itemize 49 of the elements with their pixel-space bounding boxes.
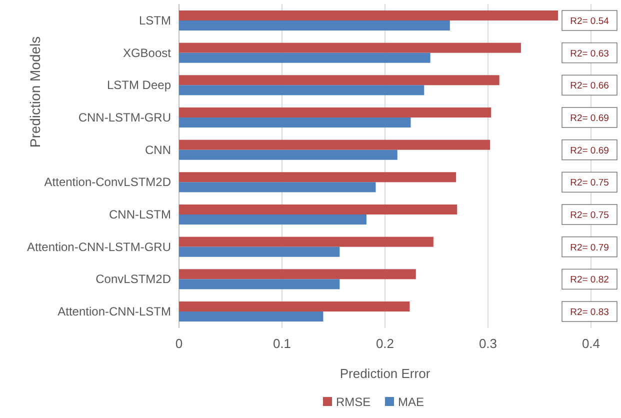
annotation: R2= 0.63 <box>570 48 609 60</box>
y-tick-label: Attention-ConvLSTM2D <box>44 175 172 190</box>
bar <box>179 301 410 312</box>
x-tick-label: 0.4 <box>582 336 600 351</box>
bar <box>179 279 340 290</box>
bar <box>179 150 398 160</box>
bar <box>179 52 430 63</box>
y-axis-title: Prediction Models <box>27 36 43 148</box>
bar <box>179 246 340 257</box>
legend-label: RMSE <box>336 395 371 409</box>
bar <box>179 182 376 192</box>
y-tick-label: CNN <box>145 142 171 157</box>
y-tick-label: ConvLSTM2D <box>96 272 172 286</box>
annotation: R2= 0.83 <box>570 307 609 318</box>
annotation: R2= 0.75 <box>570 210 609 222</box>
bar <box>179 107 492 118</box>
annotation: R2= 0.82 <box>570 274 609 286</box>
bar <box>179 236 434 247</box>
bar <box>179 75 500 86</box>
y-tick-label: LSTM Deep <box>106 78 172 92</box>
x-tick-label: 0 <box>175 336 183 351</box>
bar <box>179 42 521 53</box>
bar <box>179 117 411 128</box>
bar <box>179 20 450 31</box>
annotation: R2= 0.54 <box>570 16 609 27</box>
bar <box>179 10 558 20</box>
bar <box>179 214 366 225</box>
annotation: R2= 0.79 <box>570 242 609 254</box>
x-tick-label: 0.1 <box>272 336 292 351</box>
bar <box>179 269 416 280</box>
annotation: R2= 0.75 <box>570 178 609 189</box>
annotation: R2= 0.69 <box>570 145 609 156</box>
legend-label: MAE <box>398 395 424 409</box>
bar <box>179 140 490 150</box>
annotation: R2= 0.69 <box>570 112 609 124</box>
bar <box>179 85 424 96</box>
y-tick-label: CNN-LSTM <box>109 208 171 222</box>
y-tick-label: CNN-LSTM-GRU <box>78 110 171 124</box>
x-tick-label: 0.2 <box>376 336 394 351</box>
x-tick-label: 0.3 <box>478 336 498 351</box>
annotation: R2= 0.66 <box>570 80 609 92</box>
bar <box>179 312 324 322</box>
x-axis-title: Prediction Error <box>340 366 431 381</box>
y-tick-label: LSTM <box>138 13 171 28</box>
y-tick-label: Attention-CNN-LSTM-GRU <box>26 240 171 254</box>
y-tick-label: XGBoost <box>122 46 172 60</box>
y-tick-label: Attention-CNN-LSTM <box>58 304 171 319</box>
bar <box>179 204 458 215</box>
bar <box>179 172 456 182</box>
